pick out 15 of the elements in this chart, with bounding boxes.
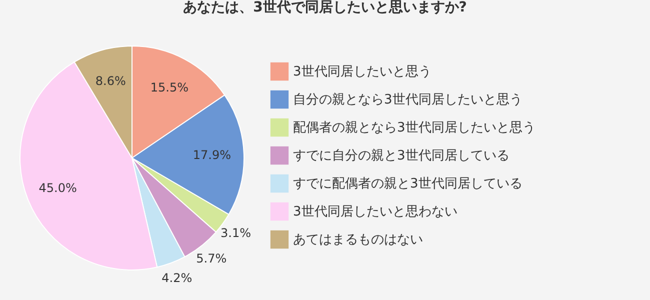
data-label: 15.5% — [150, 80, 188, 94]
legend-label: 配偶者の親となら3世代同居したいと思う — [293, 120, 536, 136]
data-label: 17.9% — [192, 148, 232, 162]
data-label: 45.0% — [38, 180, 77, 195]
legend-label: すでに配偶者の親と3世代同居している — [293, 176, 522, 192]
data-label: 3.1% — [220, 226, 252, 240]
legend-label: 自分の親となら3世代同居したいと思う — [293, 92, 522, 108]
data-label: 5.7% — [196, 251, 227, 266]
legend-label: あてはまるものはない — [293, 232, 423, 248]
legend-label: 3世代同居したいと思わない — [293, 204, 458, 220]
chart-title: あなたは、3世代で同居したいと思いますか? — [183, 0, 467, 16]
data-label: 8.6% — [95, 74, 126, 88]
legend-label: すでに自分の親と3世代同居している — [293, 148, 510, 164]
legend-label: 3世代同居したいと思う — [293, 64, 432, 80]
data-label: 4.2% — [162, 270, 192, 285]
